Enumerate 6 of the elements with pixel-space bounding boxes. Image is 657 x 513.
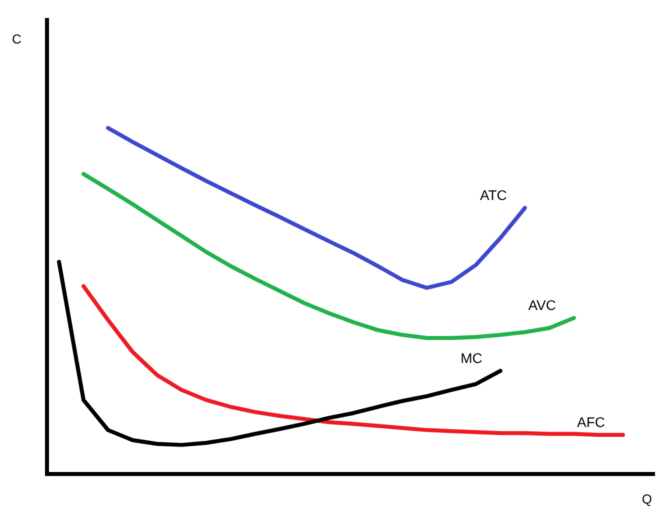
series-label: AVC xyxy=(528,296,556,313)
text: C xyxy=(12,32,22,47)
series-label: ATC xyxy=(480,186,507,203)
series-label: MC xyxy=(460,350,482,366)
series-label: AFC xyxy=(577,414,605,430)
x-axis-title: Q xyxy=(642,492,652,507)
